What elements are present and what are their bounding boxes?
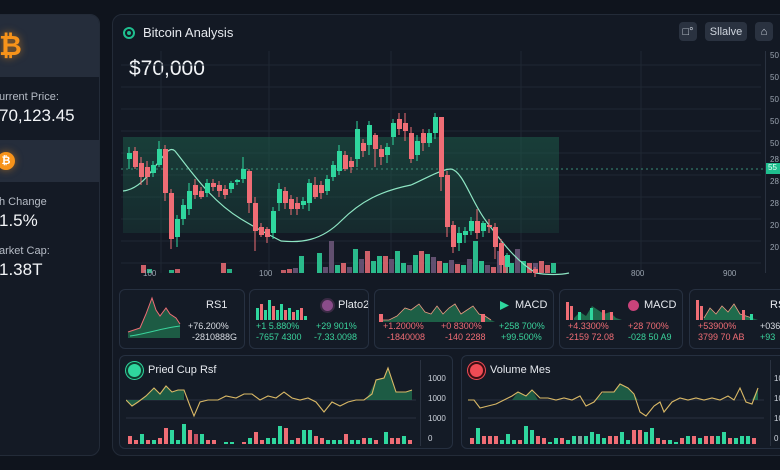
indicator-card-rs[interactable]: RS +53900% +036 3799 70 AB +93	[689, 289, 780, 349]
x-tick: 800	[631, 269, 645, 278]
y-tick: 28	[770, 177, 779, 186]
indicator-value: -7.33.0098	[314, 332, 358, 342]
macd-sparkline	[379, 303, 495, 322]
stat-label: urrent Price:	[0, 91, 59, 103]
indicator-value: +76.200%	[188, 321, 229, 331]
indicator-value: +258 700%	[499, 321, 545, 331]
sidebar: ₿ urrent Price: 70,123.45 ₿ h Change 1.5…	[0, 14, 100, 456]
stat-24h-change: h Change 1.5%	[0, 182, 99, 231]
y-tick: 50	[770, 95, 779, 104]
y-tick: 50	[770, 117, 779, 126]
indicator-name: MACD	[515, 299, 548, 311]
y-tick: 20	[770, 243, 779, 252]
indicator-card-macd[interactable]: MACD +1.2000% +0 8300% +258 700% -184000…	[374, 289, 554, 349]
expand-button[interactable]: □°	[679, 22, 697, 41]
x-tick: 900	[723, 269, 737, 278]
candlestick-chart[interactable]	[121, 51, 780, 285]
main-panel: Bitcoin Analysis $70,000 □° Sllalve ⌂	[112, 14, 780, 456]
volume-panel[interactable]: Volume Mes	[461, 355, 780, 449]
y-tick: 28	[770, 155, 779, 164]
bitcoin-coin-icon: ₿	[0, 152, 15, 170]
indicator-value: -2159 72.08	[566, 332, 615, 342]
y-tick: 1000	[428, 374, 446, 383]
indicator-card-rsi[interactable]: RS1 +76.200% -2810888G	[119, 289, 245, 349]
indicator-value: +4.3300%	[568, 321, 609, 331]
indicator-value: -028 50 A9	[628, 332, 672, 342]
indicator-value: 3799 70 AB	[698, 332, 745, 342]
x-tick: 100	[143, 269, 157, 278]
indicator-card-plato[interactable]: Plato2 +1 5.880% +29 901% -7657 4300 -7.…	[249, 289, 369, 349]
y-tick: 1000	[428, 414, 446, 423]
y-tick: 10	[774, 374, 780, 383]
stat-label: h Change	[0, 196, 47, 208]
indicator-name: RS1	[206, 299, 228, 311]
indicator-value: +53900%	[698, 321, 737, 331]
indicator-value: -1840008	[387, 332, 426, 342]
indicator-cards: RS1 +76.200% -2810888G Plato2 +1 5.880% …	[119, 289, 780, 349]
indicator-value: -7657 4300	[256, 332, 302, 342]
indicator-value: +28 700%	[628, 321, 669, 331]
indicator-value: +1 5.880%	[256, 321, 300, 331]
price-axis: 50 50 50 50 50 28 55 28 28 20 20	[765, 51, 780, 273]
sidebar-header: ₿	[0, 15, 99, 77]
alert-button[interactable]: ⌂	[755, 22, 773, 41]
volume-chart	[468, 383, 764, 444]
y-tick: 50	[770, 73, 779, 82]
y-tick: 10	[774, 414, 780, 423]
stat-value: 1.5%	[0, 211, 38, 230]
plato-sparkline	[256, 300, 307, 320]
volume-icon	[470, 364, 483, 377]
y-tick: 50	[770, 139, 779, 148]
stat-market-cap: arket Cap: 1.38T	[0, 231, 99, 280]
indicator-name: Plato2	[338, 299, 369, 311]
y-tick: 28	[770, 199, 779, 208]
indicator-value: +99.500%	[501, 332, 542, 342]
macd-2-sparkline	[566, 302, 622, 320]
stat-value: 70,123.45	[0, 106, 75, 125]
current-price-tag: 55	[766, 163, 780, 174]
panel-title: Volume Mes	[490, 364, 551, 376]
pried-cup-icon	[128, 364, 141, 377]
indicator-name: MACD	[644, 299, 677, 311]
macd-2-icon	[628, 300, 639, 311]
indicator-value: +0 8300%	[441, 321, 482, 331]
page-title: Bitcoin Analysis	[143, 25, 234, 40]
panel-header: Bitcoin Analysis	[123, 25, 233, 40]
panel-title: Pried Cup Rsf	[148, 364, 217, 376]
indicator-name: RS	[770, 299, 780, 311]
indicator-value: +1.2000%	[383, 321, 424, 331]
y-tick: 0	[428, 434, 433, 443]
pried-cup-panel[interactable]: Pried Cup Rsf	[119, 355, 453, 449]
indicator-value: +93	[760, 332, 776, 342]
indicator-card-macd-2[interactable]: MACD +4.3300% +28 700% -2159 72.08 -028 …	[559, 289, 683, 349]
play-icon	[500, 301, 509, 310]
sidebar-coin-band: ₿	[0, 140, 99, 182]
x-tick: 100	[259, 269, 273, 278]
plato-icon	[322, 300, 333, 311]
rsi-sparkline	[127, 296, 181, 338]
rs-sparkline	[696, 300, 758, 320]
y-tick: 10	[774, 394, 780, 403]
alert-icon: ⌂	[760, 25, 768, 38]
y-tick: 50	[770, 51, 779, 60]
save-button[interactable]: Sllalve	[705, 22, 747, 41]
pried-cup-chart	[126, 366, 416, 444]
y-tick: 20	[770, 221, 779, 230]
stat-label: arket Cap:	[0, 245, 50, 257]
stat-current-price: urrent Price: 70,123.45	[0, 77, 99, 126]
live-indicator-icon	[123, 26, 135, 39]
bitcoin-icon: ₿	[0, 30, 22, 61]
stat-value: 1.38T	[0, 260, 43, 279]
indicator-value: +036	[760, 321, 780, 331]
indicator-value: -2810888G	[192, 332, 238, 342]
indicator-value: +29 901%	[316, 321, 357, 331]
current-price-display: $70,000	[129, 57, 205, 80]
y-tick: 0	[774, 434, 779, 443]
expand-icon: □°	[682, 25, 694, 38]
y-tick: 1000	[428, 394, 446, 403]
indicator-value: -140 2288	[445, 332, 486, 342]
